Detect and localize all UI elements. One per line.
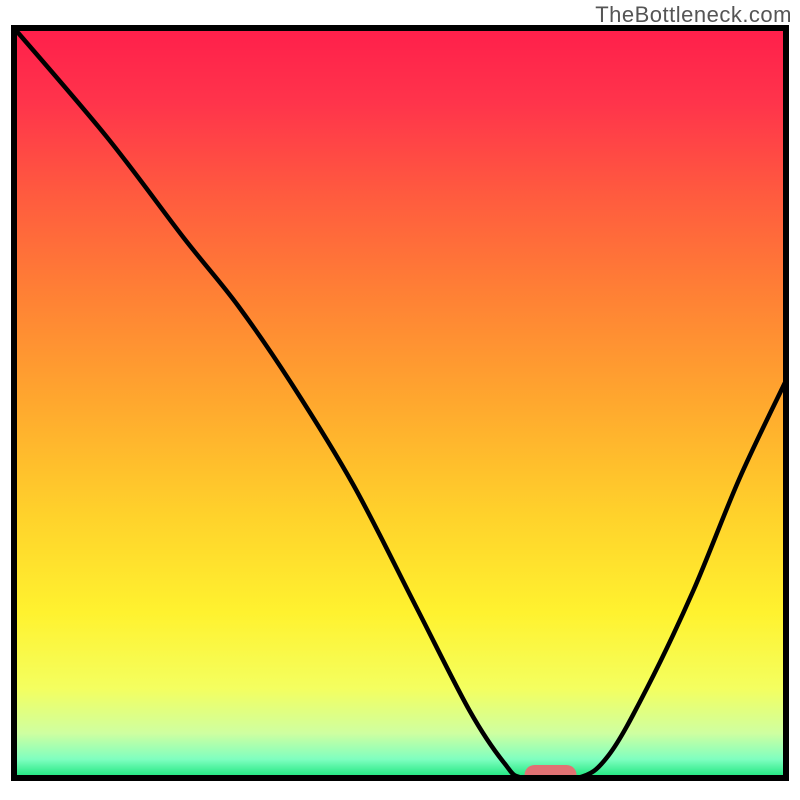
plot-area bbox=[14, 28, 786, 785]
bottleneck-chart-stage: TheBottleneck.com bbox=[0, 0, 800, 800]
watermark-label: TheBottleneck.com bbox=[595, 2, 792, 28]
bottleneck-chart-svg bbox=[0, 0, 800, 800]
gradient-background bbox=[14, 28, 786, 778]
